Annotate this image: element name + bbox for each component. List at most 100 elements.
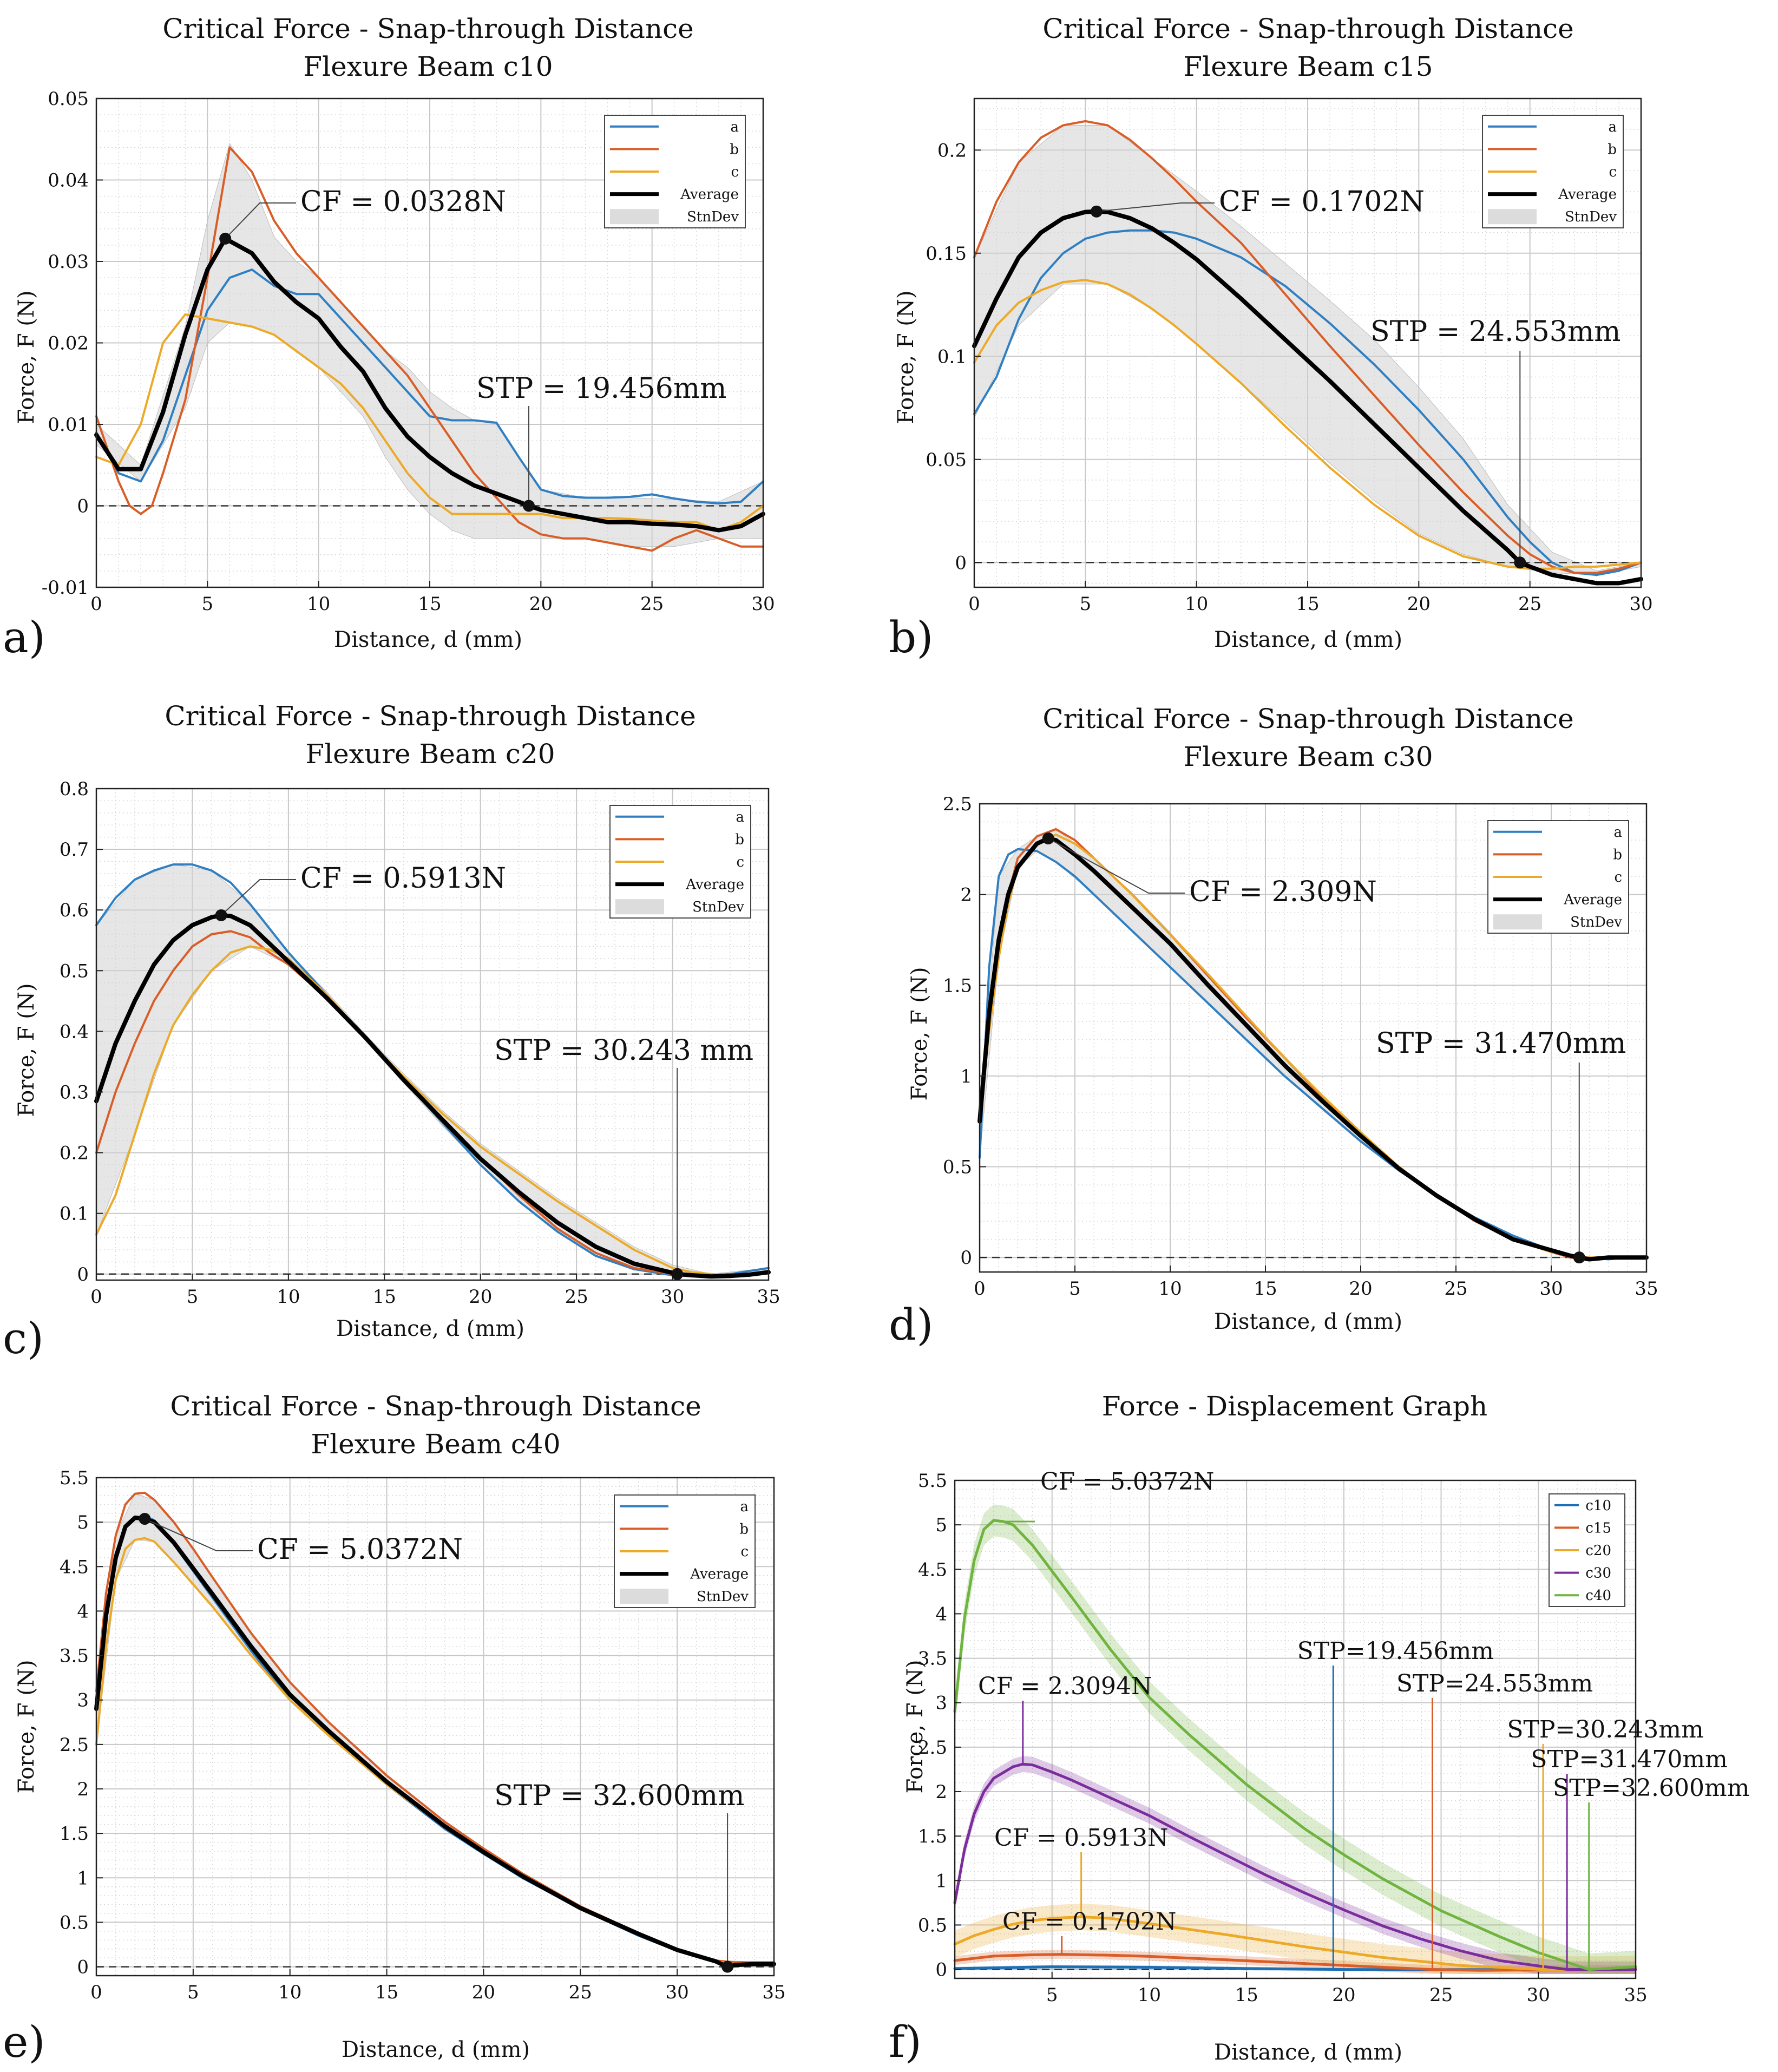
x-tick-label: 15	[373, 1286, 396, 1308]
x-tick-label: 20	[1407, 593, 1431, 615]
y-tick-label: 0	[77, 1264, 89, 1286]
y-tick-label: 0.8	[60, 778, 89, 800]
chart-b-panel-label: b)	[889, 612, 933, 663]
chart-a-subtitle: Flexure Beam c10	[303, 51, 553, 82]
x-tick-label: 5	[187, 1286, 199, 1308]
x-tick-label: 0	[90, 1286, 102, 1308]
chart-b-plot: 0 5 10 15 20 25 30 0 0.05 0.1 0.15 0.2 abc Average Stn…	[926, 97, 1653, 615]
series-band-c30	[955, 1756, 1636, 1974]
y-tick-label: 3	[935, 1693, 947, 1714]
x-tick-label: 35	[762, 1982, 785, 2003]
y-tick-label: 0	[77, 496, 89, 517]
y-tick-label: 0.1	[60, 1203, 89, 1225]
y-tick-label: 1.5	[918, 1826, 947, 1847]
legend-label-stndev: StnDev	[1565, 209, 1617, 225]
x-tick-label: 20	[472, 1982, 495, 2003]
y-tick-label: 2.5	[918, 1737, 947, 1759]
legend-label-b: b	[735, 831, 744, 848]
x-tick-label: 30	[666, 1982, 689, 2003]
y-tick-label: 2.5	[943, 794, 972, 815]
stp-annotation: STP = 32.600mm	[494, 1780, 745, 1812]
y-tick-label: 0	[77, 1957, 89, 1978]
chart-b-title: Critical Force - Snap-through Distance	[1042, 13, 1573, 44]
stp-marker	[522, 500, 535, 512]
x-tick-label: 0	[90, 593, 102, 615]
stp-annotation-c10: STP=19.456mm	[1297, 1637, 1494, 1665]
legend-label-b: b	[1613, 847, 1622, 863]
chart-d-plot: 0 5 10 15 20 25 30 35 0 0.5 1 1.5 2 2.5 abc Average StnD…	[943, 794, 1658, 1300]
series-line-a	[95, 268, 764, 504]
legend-label-c: c	[1614, 869, 1622, 886]
y-tick-label: 4.5	[918, 1559, 947, 1581]
y-tick-label: 3	[77, 1690, 89, 1712]
y-tick-label: 3.5	[60, 1645, 89, 1667]
legend-swatch-stndev	[1488, 209, 1537, 225]
panel-d: Critical Force - Snap-through Distance F…	[889, 690, 1778, 1380]
y-tick-label: 0.2	[937, 140, 967, 161]
cf-annotation: CF = 0.5913N	[300, 862, 506, 895]
x-tick-label: 10	[1185, 593, 1208, 615]
legend-label-c15: c15	[1585, 1520, 1611, 1536]
y-tick-label: 2.5	[60, 1734, 89, 1756]
cf-annotation: CF = 5.0372N	[257, 1533, 463, 1566]
y-tick-label: 1.5	[60, 1823, 89, 1845]
cf-annotation: CF = 0.1702N	[1219, 186, 1425, 218]
cf-marker	[139, 1513, 151, 1525]
stp-annotation-c15: STP=24.553mm	[1396, 1670, 1593, 1697]
chart-a-panel-label: a)	[3, 612, 45, 663]
cf-annotation-c20: CF = 0.5913N	[994, 1824, 1169, 1852]
chart-d-subtitle: Flexure Beam c30	[1183, 741, 1433, 772]
y-tick-label: 0.5	[60, 960, 89, 982]
chart-f-xlabel: Distance, d (mm)	[1214, 2040, 1402, 2065]
y-tick-label: 1	[77, 1867, 89, 1889]
chart-a-xlabel: Distance, d (mm)	[334, 627, 522, 652]
legend-label-a: a	[740, 1499, 749, 1515]
chart-d-panel-label: d)	[889, 1300, 933, 1350]
y-tick-label: 0.5	[943, 1157, 972, 1178]
cf-marker	[1042, 832, 1054, 845]
chart-c-plot: 0 5 10 15 20 25 30 35 0 0.1 0.2 0.3 0.4 0.5 0.6 0.7 0.8 a…	[60, 778, 780, 1308]
y-tick-label: 0.5	[60, 1912, 89, 1933]
legend-label-a: a	[1613, 824, 1622, 841]
series-line-b	[95, 146, 764, 552]
y-tick-label: 1.5	[943, 975, 972, 996]
cf-leader-line	[225, 202, 296, 239]
legend-label-b: b	[730, 141, 739, 158]
y-tick-label: 0.01	[48, 414, 89, 436]
stp-annotation-c40: STP=32.600mm	[1553, 1774, 1749, 1802]
y-tick-label: 5.5	[60, 1467, 89, 1489]
legend-label-c: c	[1609, 164, 1617, 180]
cf-annotation: CF = 2.309N	[1189, 876, 1377, 908]
chart-c-subtitle: Flexure Beam c20	[305, 738, 555, 770]
legend-label-b: b	[739, 1521, 749, 1537]
y-tick-label: 0.6	[60, 900, 89, 921]
y-tick-label: 0.02	[48, 333, 89, 355]
legend-label-a: a	[1608, 119, 1617, 135]
chart-b-ylabel: Force, F (N)	[894, 291, 918, 424]
legend-label-stndev: StnDev	[692, 899, 744, 915]
chart-d-svg: Critical Force - Snap-through Distance F…	[889, 703, 1658, 1350]
cf-annotation-c15: CF = 0.1702N	[1002, 1908, 1177, 1936]
y-tick-label: 0.1	[937, 346, 967, 368]
axes-box	[954, 1479, 1637, 1979]
legend-label-c: c	[731, 164, 739, 180]
x-tick-label: 15	[418, 593, 441, 615]
legend-label-average: Average	[690, 1566, 749, 1583]
plot-background	[955, 1480, 1636, 1978]
y-tick-label: 3.5	[918, 1648, 947, 1670]
series-line-c	[95, 313, 764, 532]
x-tick-label: 0	[968, 593, 980, 615]
panel-f: Force - Displacement Graph 5 10 15 20 25 30 35…	[889, 1380, 1778, 2070]
legend-label-average: Average	[685, 877, 744, 893]
x-tick-label: 25	[1429, 1984, 1453, 2006]
chart-a-svg: Critical Force - Snap-through Distance F…	[3, 13, 775, 663]
legend-label-c10: c10	[1585, 1498, 1611, 1514]
series-line-c40	[953, 1519, 1637, 1971]
series-line-average	[972, 209, 1643, 586]
stp-marker	[671, 1268, 684, 1280]
x-tick-label: 30	[751, 593, 775, 615]
legend-label-c: c	[736, 854, 744, 870]
cf-leader-line	[145, 1518, 253, 1551]
x-tick-label: 20	[529, 593, 553, 615]
chart-e-svg: Critical Force - Snap-through Distance F…	[3, 1391, 786, 2067]
